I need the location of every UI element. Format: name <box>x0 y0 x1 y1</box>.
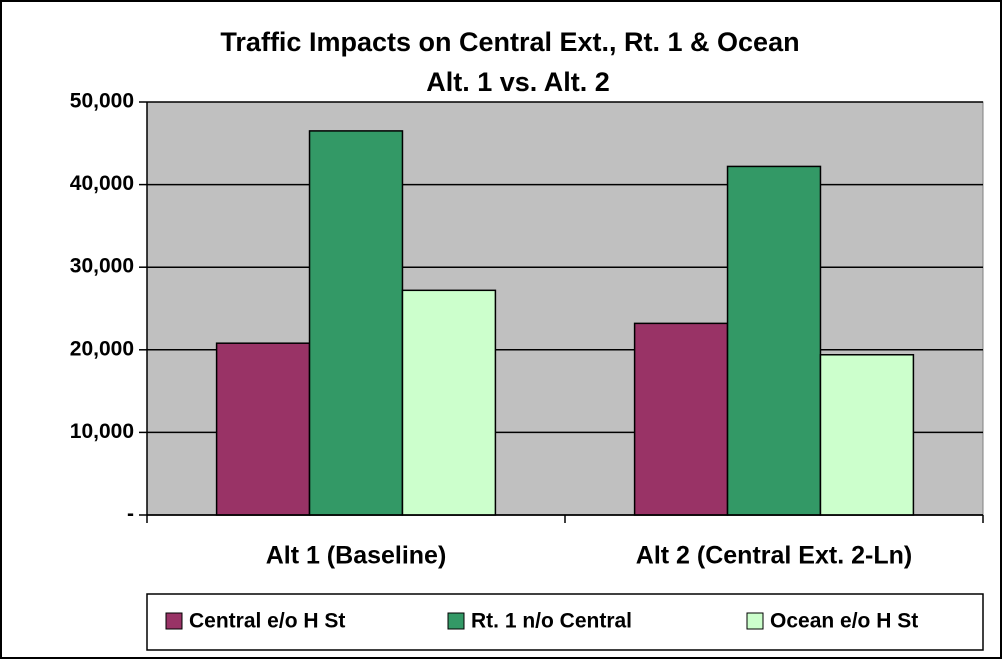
y-tick-label: 30,000 <box>70 255 134 278</box>
bar <box>215 342 311 516</box>
bar <box>308 130 404 516</box>
legend-swatch <box>165 612 183 630</box>
x-tick-label: Alt 2 (Central Ext. 2-Ln) <box>636 542 912 570</box>
bar <box>401 289 497 516</box>
chart-title: Traffic Impacts on Central Ext., Rt. 1 &… <box>220 27 799 57</box>
y-tick-label: 10,000 <box>70 420 134 443</box>
y-tick-label: 50,000 <box>70 90 134 113</box>
chart-subtitle: Alt. 1 vs. Alt. 2 <box>426 67 610 97</box>
legend <box>146 593 984 651</box>
x-tick-label: Alt 1 (Baseline) <box>266 542 447 570</box>
bar <box>726 165 822 516</box>
legend-label: Rt. 1 n/o Central <box>471 610 632 633</box>
legend-label: Central e/o H St <box>189 610 345 633</box>
bar <box>819 354 915 516</box>
bar <box>633 322 729 516</box>
y-tick-label: - <box>127 503 134 526</box>
legend-swatch <box>746 612 764 630</box>
legend-label: Ocean e/o H St <box>770 610 918 633</box>
y-tick-label: 20,000 <box>70 337 134 360</box>
legend-swatch <box>447 612 465 630</box>
y-tick-label: 40,000 <box>70 172 134 195</box>
